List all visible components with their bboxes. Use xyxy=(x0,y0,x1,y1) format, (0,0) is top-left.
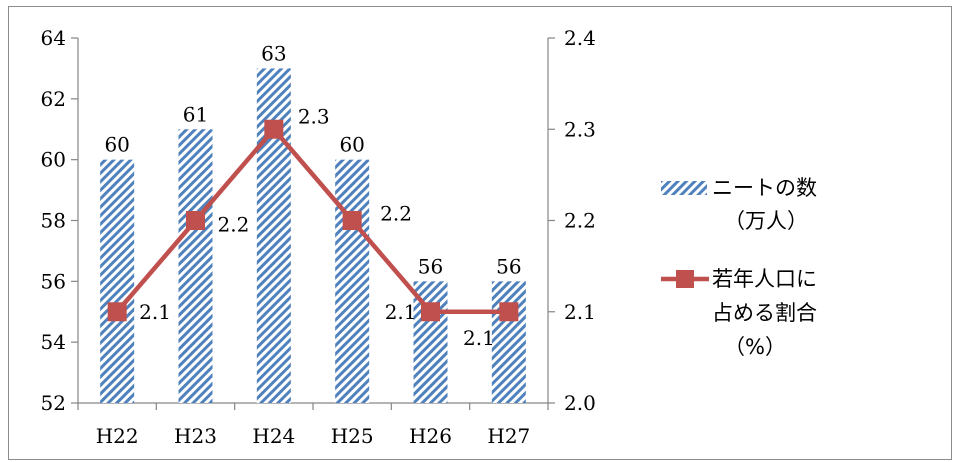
bar-value-label: 56 xyxy=(496,254,521,278)
bar-H25 xyxy=(335,159,370,403)
ratio-marker-H23 xyxy=(186,211,205,230)
bar-value-label: 61 xyxy=(183,102,208,126)
chart-frame xyxy=(8,6,952,460)
y-left-tick-label: 58 xyxy=(41,209,66,233)
y-left-tick-label: 54 xyxy=(41,330,66,354)
legend-line-label-line2: 占める割合 xyxy=(712,301,817,325)
line-series xyxy=(107,119,519,322)
bar-value-label: 56 xyxy=(418,254,443,278)
ratio-value-label: 2.2 xyxy=(218,213,250,237)
ratio-marker-H27 xyxy=(499,302,519,322)
y-left-tick-label: 62 xyxy=(41,87,66,111)
bar-H24 xyxy=(256,68,291,404)
ratio-value-label: 2.3 xyxy=(298,104,330,128)
y-left-tick-label: 64 xyxy=(41,26,66,50)
ratio-value-label: 2.1 xyxy=(463,326,495,350)
ratio-value-label: 2.1 xyxy=(385,300,417,324)
bar-H22 xyxy=(100,159,135,403)
ratio-marker-H24 xyxy=(264,119,284,139)
ratio-marker-H22 xyxy=(107,302,127,322)
x-tick-label: H22 xyxy=(96,424,139,448)
y-right-tick-label: 2.2 xyxy=(564,209,596,233)
bar-value-label: 60 xyxy=(339,133,364,157)
legend-line-label-line1: 若年人口に xyxy=(712,267,817,291)
y-right-tick-label: 2.1 xyxy=(564,300,596,324)
legend-line-label-line3: （%） xyxy=(724,335,786,359)
bar-H27 xyxy=(491,281,526,403)
x-tick-label: H23 xyxy=(174,424,217,448)
y-right-tick-label: 2.0 xyxy=(564,391,596,415)
ratio-value-label: 2.2 xyxy=(380,202,412,226)
ratio-marker-H25 xyxy=(342,211,362,230)
legend-bar-swatch xyxy=(661,181,707,195)
y-right-tick-label: 2.3 xyxy=(564,117,596,141)
ratio-marker-H26 xyxy=(421,302,440,322)
ratio-value-label: 2.1 xyxy=(139,300,171,324)
bar-H23 xyxy=(178,129,213,403)
x-tick-label: H25 xyxy=(331,424,374,448)
y-left-tick-label: 60 xyxy=(41,148,66,172)
ratio-line xyxy=(115,127,509,314)
legend-bar-label-line1: ニートの数 xyxy=(712,176,817,200)
x-tick-label: H24 xyxy=(252,424,295,448)
y-right-tick-label: 2.4 xyxy=(564,26,596,50)
x-tick-label: H27 xyxy=(487,424,530,448)
y-left-tick-label: 52 xyxy=(41,391,66,415)
legend-bar-label-line2: （万人） xyxy=(724,209,808,233)
x-tick-label: H26 xyxy=(409,424,452,448)
y-left-tick-label: 56 xyxy=(41,269,66,293)
bar-value-label: 60 xyxy=(104,133,129,157)
bar-value-label: 63 xyxy=(261,41,286,65)
legend-line-marker xyxy=(676,270,694,288)
axes: 52 54 56 58 60 62 64 2.0 2.1 2.2 2.3 2.4 H22 H23 H24 H2… xyxy=(41,26,596,448)
